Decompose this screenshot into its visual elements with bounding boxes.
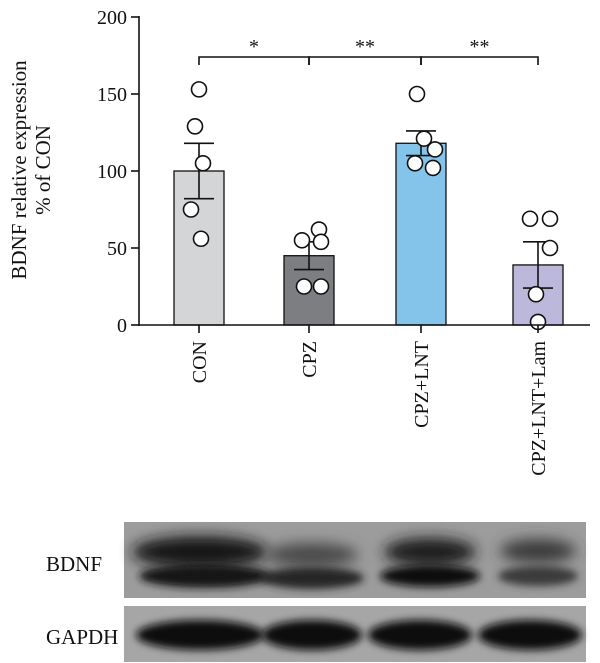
data-point bbox=[527, 285, 545, 303]
y-tick-label: 150 bbox=[97, 84, 127, 106]
data-point bbox=[426, 141, 444, 158]
significance-bracket bbox=[308, 56, 422, 65]
data-point bbox=[541, 210, 559, 228]
x-tick-label: CPZ+LNT bbox=[411, 341, 433, 428]
x-tick-label: CPZ bbox=[299, 341, 321, 378]
band-gapdh-con bbox=[136, 620, 264, 650]
blot-bands-gapdh bbox=[136, 620, 582, 650]
western-blot: BDNF GAPDH bbox=[46, 522, 586, 662]
data-point bbox=[186, 118, 204, 135]
y-tick-label: 50 bbox=[107, 238, 127, 260]
x-tick-label: CPZ+LNT+Lam bbox=[528, 341, 550, 476]
y-axis: 0 50 100 150 200 bbox=[97, 7, 140, 337]
data-point bbox=[408, 85, 426, 103]
significance-label: ** bbox=[355, 36, 375, 58]
significance-label: ** bbox=[470, 36, 490, 58]
data-point bbox=[406, 155, 424, 172]
band-bdnf-lnt-upper bbox=[384, 538, 476, 566]
band-bdnf-cpz-upper bbox=[266, 543, 358, 567]
data-points bbox=[182, 81, 559, 331]
data-point bbox=[312, 233, 330, 251]
significance-brackets: * ** ** bbox=[198, 36, 539, 65]
data-point bbox=[541, 239, 559, 257]
blot-label-bdnf: BDNF bbox=[46, 552, 102, 576]
x-axis: CON CPZ CPZ+LNT CPZ+LNT+Lam bbox=[139, 324, 590, 476]
data-point bbox=[192, 230, 210, 248]
significance-label: * bbox=[249, 36, 259, 58]
bars bbox=[173, 142, 564, 326]
data-point bbox=[194, 155, 212, 172]
band-bdnf-lnt-lower bbox=[380, 565, 480, 587]
y-axis-label-line2: % of CON bbox=[31, 125, 55, 215]
y-tick-label: 0 bbox=[117, 315, 127, 337]
data-point bbox=[182, 201, 200, 218]
significance-bracket bbox=[198, 56, 310, 65]
data-point bbox=[415, 130, 433, 147]
error-bars bbox=[184, 130, 553, 289]
y-tick-label: 200 bbox=[97, 7, 127, 29]
band-bdnf-lam-upper bbox=[500, 539, 576, 563]
y-axis-label-line1: BDNF relative expression bbox=[7, 60, 31, 280]
significance-bracket bbox=[420, 56, 539, 65]
band-gapdh-lam bbox=[478, 620, 582, 650]
x-tick-label: CON bbox=[189, 341, 211, 383]
band-gapdh-cpz bbox=[262, 620, 362, 650]
blot-label-gapdh: GAPDH bbox=[46, 625, 118, 649]
data-point bbox=[521, 210, 539, 228]
blot-bands-bdnf bbox=[132, 536, 578, 589]
y-tick-label: 100 bbox=[97, 161, 127, 183]
band-bdnf-con-upper bbox=[132, 536, 268, 568]
band-bdnf-cpz-lower bbox=[260, 567, 364, 589]
band-gapdh-lnt bbox=[368, 620, 472, 650]
data-point bbox=[190, 81, 208, 98]
data-point bbox=[424, 159, 442, 177]
data-point bbox=[293, 232, 311, 249]
data-point bbox=[295, 278, 313, 295]
band-bdnf-lam-lower bbox=[498, 566, 578, 586]
data-point bbox=[312, 278, 330, 295]
band-bdnf-con-lower bbox=[139, 564, 271, 588]
